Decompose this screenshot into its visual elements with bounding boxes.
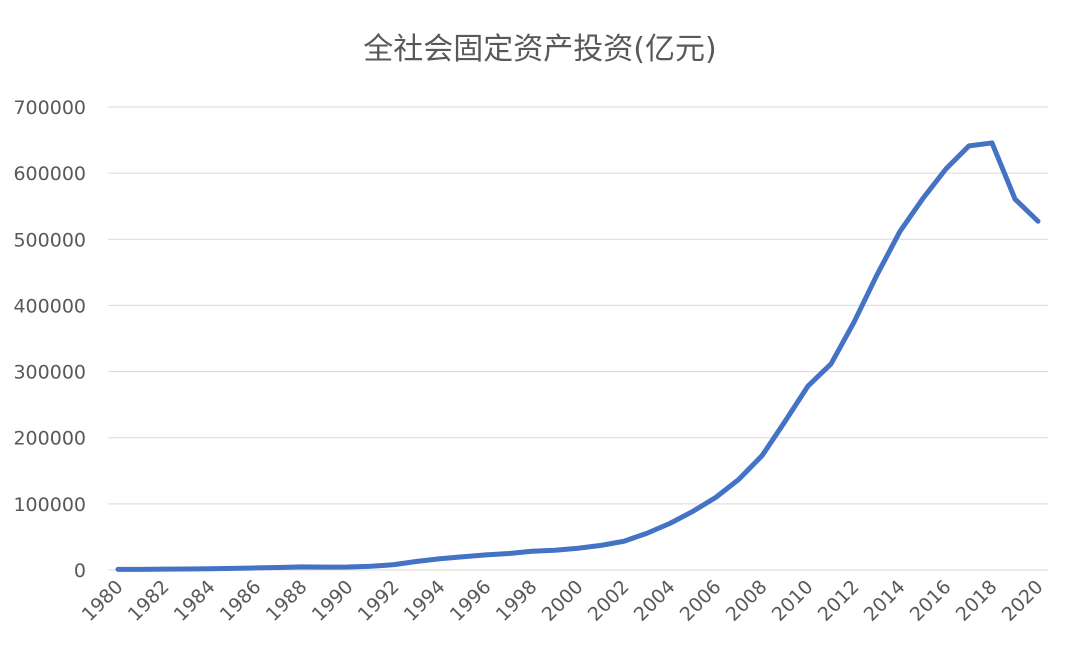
y-tick-label: 500000 <box>13 229 86 251</box>
gridlines <box>108 106 1048 571</box>
y-tick-label: 400000 <box>13 295 86 317</box>
x-tick-label: 1982 <box>124 576 174 626</box>
series-layer <box>115 140 1041 572</box>
x-tick-label: 2002 <box>584 576 634 626</box>
x-tick-label: 1996 <box>446 576 496 626</box>
x-tick-label: 1994 <box>400 576 450 626</box>
chart-title: 全社会固定资产投资(亿元) <box>363 32 716 67</box>
x-tick-label: 1986 <box>216 576 266 626</box>
series-line-0 <box>115 140 1041 572</box>
x-tick-label: 1980 <box>78 576 128 626</box>
x-axis-ticks: 1980198219841986198819901992199419961998… <box>78 576 1048 626</box>
x-tick-label: 2020 <box>998 576 1048 626</box>
x-tick-label: 1984 <box>170 576 220 626</box>
x-tick-label: 2008 <box>722 576 772 626</box>
x-tick-label: 1988 <box>262 576 312 626</box>
x-tick-label: 2012 <box>814 576 864 626</box>
x-tick-label: 1998 <box>492 576 542 626</box>
y-tick-label: 700000 <box>13 97 86 119</box>
y-axis-ticks: 0 100000 200000 300000 400000 500000 600000 700… <box>13 97 86 582</box>
x-tick-label: 1990 <box>308 576 358 626</box>
x-tick-label: 2018 <box>952 576 1002 626</box>
y-tick-label: 200000 <box>13 428 86 450</box>
x-tick-label: 2006 <box>676 576 726 626</box>
y-tick-label: 600000 <box>13 163 86 185</box>
x-tick-label: 2004 <box>630 576 680 626</box>
x-tick-label: 2016 <box>906 576 956 626</box>
x-tick-label: 2014 <box>860 576 910 626</box>
y-tick-label: 300000 <box>13 362 86 384</box>
y-tick-label: 0 <box>74 560 86 582</box>
y-tick-label: 100000 <box>13 494 86 516</box>
x-tick-label: 2010 <box>768 576 818 626</box>
x-tick-label: 1992 <box>354 576 404 626</box>
x-tick-label: 2000 <box>538 576 588 626</box>
